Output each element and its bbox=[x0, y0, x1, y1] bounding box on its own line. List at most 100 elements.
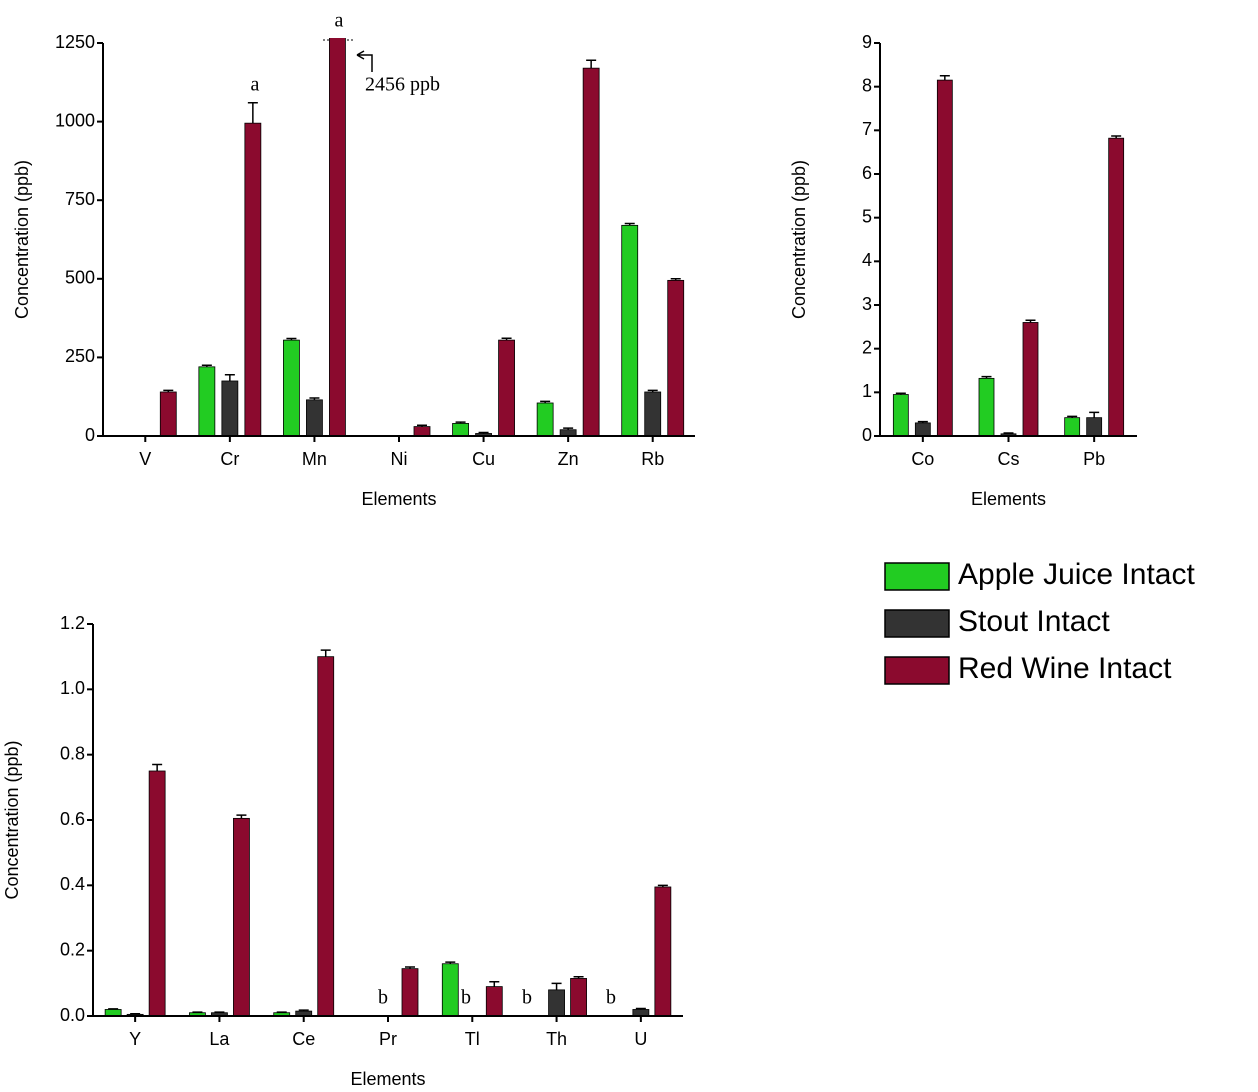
annotation: b bbox=[522, 987, 532, 1009]
error-bar bbox=[635, 1007, 646, 1010]
bar bbox=[667, 279, 685, 437]
error-bar bbox=[573, 976, 584, 979]
bar bbox=[401, 968, 419, 1017]
error-bar bbox=[551, 982, 562, 990]
plot bbox=[892, 75, 1125, 437]
x-axis-label: Elements bbox=[971, 489, 1046, 509]
y-axis-label: Concentration (ppb) bbox=[12, 160, 32, 319]
error-bar bbox=[563, 427, 574, 430]
y-axis-label: Concentration (ppb) bbox=[2, 740, 22, 899]
bar bbox=[914, 422, 931, 437]
legend-swatch bbox=[884, 609, 950, 638]
error-bar bbox=[276, 1011, 287, 1013]
legend-swatch bbox=[884, 656, 950, 685]
annotation: b bbox=[378, 987, 388, 1009]
error-bar bbox=[214, 1011, 225, 1013]
error-bar bbox=[917, 420, 928, 423]
y-tick-label: 750 bbox=[65, 189, 95, 209]
error-bar bbox=[1003, 432, 1014, 434]
error-bar bbox=[1025, 319, 1036, 323]
bar bbox=[1022, 322, 1039, 437]
bar bbox=[936, 79, 953, 437]
error-bar bbox=[224, 373, 235, 381]
y-tick-label: 1.2 bbox=[60, 613, 85, 633]
bar bbox=[548, 989, 565, 1017]
y-tick-label: 0.6 bbox=[60, 809, 85, 829]
bar bbox=[644, 391, 662, 437]
bar bbox=[441, 963, 459, 1017]
annotation: b bbox=[606, 987, 616, 1009]
x-tick-label: Pb bbox=[1083, 449, 1105, 469]
error-bar bbox=[286, 337, 297, 341]
error-bar bbox=[478, 431, 489, 434]
y-tick-label: 2 bbox=[862, 337, 872, 357]
bar bbox=[233, 817, 250, 1017]
bar bbox=[452, 423, 469, 437]
error-bar bbox=[670, 278, 681, 281]
plot bbox=[159, 38, 685, 437]
error-bar bbox=[981, 375, 992, 379]
y-tick-label: 0.8 bbox=[60, 743, 85, 763]
x-tick-label: Cr bbox=[220, 449, 239, 469]
error-bar bbox=[501, 337, 512, 341]
legend: Apple Juice Intact Stout Intact Red Wine I… bbox=[884, 558, 1195, 685]
error-bar bbox=[236, 814, 247, 819]
bar bbox=[978, 377, 995, 437]
annotation: 2456 ppb bbox=[365, 74, 440, 96]
error-bar bbox=[1067, 415, 1078, 418]
annotation: b bbox=[461, 987, 471, 1009]
legend-label: Apple Juice Intact bbox=[958, 558, 1195, 591]
bar bbox=[621, 224, 639, 437]
x-tick-label: Rb bbox=[641, 449, 664, 469]
bar bbox=[329, 38, 346, 437]
bar bbox=[892, 394, 909, 437]
x-tick-label: U bbox=[634, 1029, 647, 1049]
x-tick-label: Ce bbox=[292, 1029, 315, 1049]
y-tick-label: 8 bbox=[862, 75, 872, 95]
bar bbox=[536, 402, 554, 437]
bar bbox=[198, 366, 216, 437]
bar bbox=[413, 426, 431, 437]
y-tick-label: 0 bbox=[862, 425, 872, 445]
y-tick-label: 0.2 bbox=[60, 939, 85, 959]
bar bbox=[1108, 137, 1125, 437]
error-bar bbox=[247, 101, 258, 124]
x-tick-label: Tl bbox=[465, 1029, 480, 1049]
bar bbox=[485, 986, 503, 1017]
error-bar bbox=[895, 392, 906, 395]
y-tick-label: 4 bbox=[862, 250, 872, 270]
y-tick-label: 0.0 bbox=[60, 1005, 85, 1025]
error-bar bbox=[152, 763, 163, 771]
bar bbox=[159, 391, 177, 437]
y-tick-label: 5 bbox=[862, 206, 872, 226]
bar bbox=[498, 339, 515, 437]
y-tick-label: 1250 bbox=[55, 32, 95, 52]
legend-label: Stout Intact bbox=[958, 605, 1110, 638]
y-tick-label: 1.0 bbox=[60, 678, 85, 698]
error-bar bbox=[657, 884, 668, 887]
y-tick-label: 0.4 bbox=[60, 874, 85, 894]
bar bbox=[1064, 417, 1081, 437]
x-tick-label: Cs bbox=[998, 449, 1020, 469]
bar bbox=[1086, 417, 1103, 437]
error-bar bbox=[417, 424, 427, 427]
bar bbox=[582, 67, 600, 437]
error-bar bbox=[647, 389, 658, 392]
y-tick-label: 3 bbox=[862, 294, 872, 314]
x-tick-label: Y bbox=[129, 1029, 141, 1049]
x-tick-label: Ni bbox=[391, 449, 408, 469]
annotation-arrow bbox=[356, 50, 373, 72]
y-tick-label: 0 bbox=[85, 425, 95, 445]
error-bar bbox=[405, 966, 415, 969]
y-tick-label: 6 bbox=[862, 163, 872, 183]
error-bar bbox=[540, 400, 551, 403]
x-tick-label: Mn bbox=[302, 449, 327, 469]
bar bbox=[306, 399, 323, 437]
x-axis-label: Elements bbox=[350, 1069, 425, 1089]
annotation: a bbox=[251, 74, 260, 96]
y-tick-label: 1 bbox=[862, 381, 872, 401]
error-bar bbox=[1089, 411, 1100, 418]
error-bar bbox=[320, 649, 331, 657]
legend-swatch bbox=[884, 562, 950, 591]
